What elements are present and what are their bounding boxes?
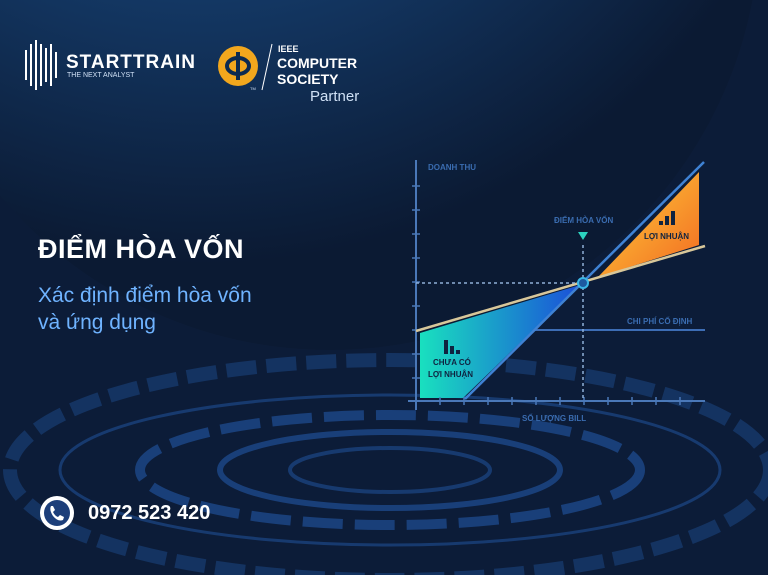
subtitle-line-1: Xác định điểm hòa vốn xyxy=(38,284,252,307)
breakeven-marker xyxy=(578,232,588,240)
starttrain-logo-icon xyxy=(25,40,57,90)
subtitle-line-2: và ứng dụng xyxy=(38,311,156,334)
profit-bars-icon xyxy=(659,211,675,225)
partner-ieee: IEEE xyxy=(278,44,299,54)
loss-label-1: CHƯA CÓ xyxy=(433,358,471,367)
loss-area xyxy=(420,285,580,398)
total-cost-line xyxy=(415,244,706,333)
backdrop-circle xyxy=(0,0,753,350)
phone-number[interactable]: 0972 523 420 xyxy=(88,502,211,524)
breakeven-diagram: DOANH THU SỐ LƯỢNG BILL ĐIỂM HÒA VỐN CHI… xyxy=(408,160,706,423)
loss-bars-icon xyxy=(444,340,460,354)
fixed-cost-label: CHI PHÍ CỐ ĐỊNH xyxy=(627,316,693,326)
partner-tm: TM xyxy=(250,86,256,91)
profit-area xyxy=(598,172,699,277)
brand-name: STARTTRAIN xyxy=(66,52,196,73)
partner-computer: COMPUTER xyxy=(277,55,358,71)
breakeven-label: ĐIỂM HÒA VỐN xyxy=(554,215,613,225)
headline: ĐIỂM HÒA VỐN xyxy=(38,234,245,264)
partner-society: SOCIETY xyxy=(277,71,339,87)
ieee-cs-logo-icon xyxy=(218,43,273,91)
y-axis-label: DOANH THU xyxy=(428,163,476,172)
partner-label: Partner xyxy=(310,88,360,105)
profit-label: LỢI NHUẬN xyxy=(644,232,689,241)
x-axis-label: SỐ LƯỢNG BILL xyxy=(522,413,586,423)
breakeven-point xyxy=(577,277,589,289)
decorative-rings xyxy=(3,353,768,575)
loss-label-2: LỢI NHUẬN xyxy=(428,370,473,379)
brand-tagline: THE NEXT ANALYST xyxy=(67,72,135,79)
phone-icon xyxy=(40,496,74,530)
